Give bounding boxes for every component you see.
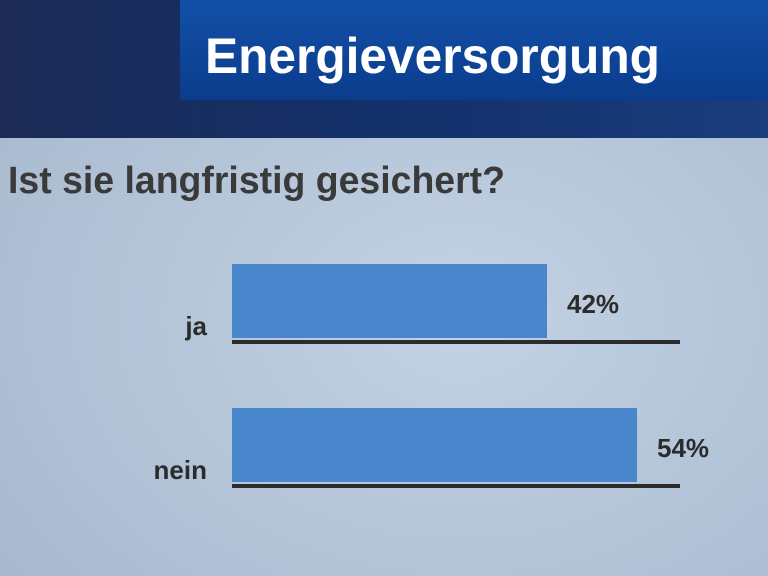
baseline <box>232 484 680 488</box>
value-label: 54% <box>657 433 709 463</box>
bar <box>232 264 547 338</box>
value-label: 42% <box>567 289 619 319</box>
chart-title: Energieversorgung <box>205 28 660 84</box>
title-box <box>180 0 768 100</box>
category-label: ja <box>184 311 207 341</box>
bar <box>232 408 637 482</box>
category-label: nein <box>154 455 207 485</box>
chart-subtitle: Ist sie langfristig gesichert? <box>8 160 505 202</box>
baseline <box>232 340 680 344</box>
